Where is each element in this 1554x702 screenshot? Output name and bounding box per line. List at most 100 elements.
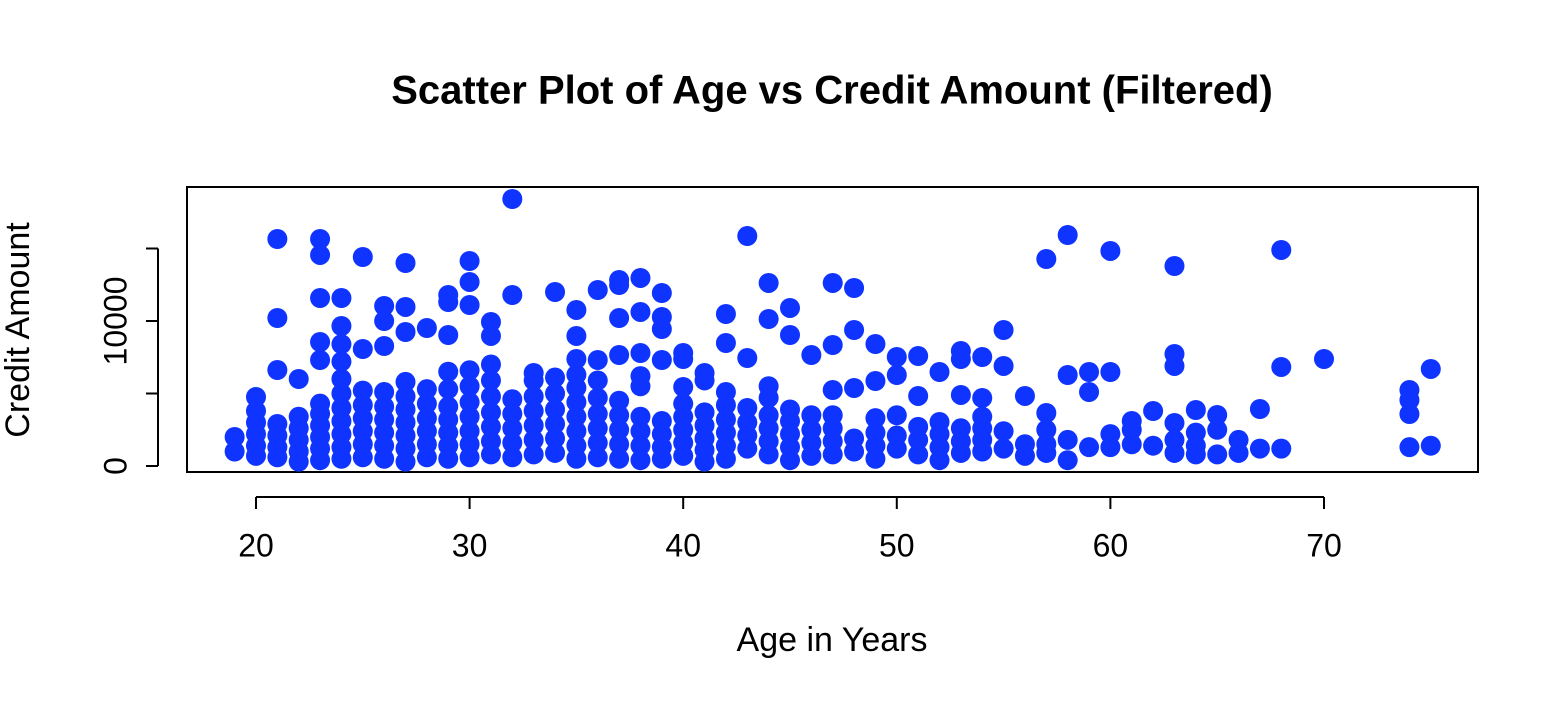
scatter-point xyxy=(737,412,758,433)
scatter-point xyxy=(1036,419,1057,440)
scatter-point xyxy=(972,387,993,408)
scatter-point xyxy=(352,380,373,401)
scatter-point xyxy=(310,287,331,308)
scatter-point xyxy=(737,397,758,418)
scatter-point xyxy=(502,432,523,453)
scatter-point xyxy=(908,385,929,406)
scatter-point xyxy=(630,406,651,427)
scatter-point xyxy=(459,271,480,292)
scatter-point xyxy=(844,277,865,298)
scatter-point xyxy=(1057,364,1078,385)
scatter-point xyxy=(566,406,587,427)
scatter-point xyxy=(374,396,395,417)
scatter-point xyxy=(1079,437,1100,458)
scatter-point xyxy=(395,371,416,392)
scatter-point xyxy=(331,334,352,355)
scatter-point xyxy=(886,364,907,385)
scatter-point xyxy=(630,342,651,363)
scatter-point xyxy=(651,318,672,339)
scatter-point xyxy=(972,406,993,427)
scatter-point xyxy=(1057,429,1078,450)
scatter-point xyxy=(566,325,587,346)
scatter-point xyxy=(929,361,950,382)
scatter-point xyxy=(416,317,437,338)
scatter-point xyxy=(352,338,373,359)
scatter-point xyxy=(310,228,331,249)
scatter-point xyxy=(1207,444,1228,465)
y-tick-label: 0 xyxy=(97,457,133,475)
scatter-point xyxy=(545,367,566,388)
scatter-point xyxy=(502,188,523,209)
scatter-point xyxy=(1079,382,1100,403)
scatter-point xyxy=(993,355,1014,376)
scatter-point xyxy=(502,284,523,305)
scatter-point xyxy=(1271,239,1292,260)
y-axis-label: Credit Amount xyxy=(0,222,37,438)
scatter-point xyxy=(438,361,459,382)
scatter-point xyxy=(545,383,566,404)
scatter-point xyxy=(523,415,544,436)
scatter-point xyxy=(331,368,352,389)
scatter-point xyxy=(459,406,480,427)
scatter-point xyxy=(523,370,544,391)
scatter-point xyxy=(459,250,480,271)
scatter-point xyxy=(502,418,523,439)
scatter-point xyxy=(779,399,800,420)
scatter-point xyxy=(1057,450,1078,471)
scatter-point xyxy=(480,370,501,391)
scatter-point xyxy=(609,274,630,295)
scatter-point xyxy=(758,405,779,426)
scatter-point xyxy=(844,428,865,449)
scatter-point xyxy=(609,344,630,365)
scatter-point xyxy=(1249,438,1270,459)
scatter-point xyxy=(502,447,523,468)
scatter-point xyxy=(352,395,373,416)
scatter-point xyxy=(459,360,480,381)
scatter-point xyxy=(438,379,459,400)
scatter-point xyxy=(587,350,608,371)
scatter-point xyxy=(502,389,523,410)
scatter-point xyxy=(737,225,758,246)
scatter-point xyxy=(480,402,501,423)
scatter-point xyxy=(715,409,736,430)
scatter-point xyxy=(587,447,608,468)
x-axis-label: Age in Years xyxy=(737,621,928,659)
scatter-point xyxy=(587,387,608,408)
scatter-point xyxy=(523,400,544,421)
scatter-point xyxy=(822,405,843,426)
scatter-point xyxy=(801,344,822,365)
scatter-point xyxy=(1271,356,1292,377)
scatter-point xyxy=(1121,434,1142,455)
scatter-point xyxy=(545,413,566,434)
scatter-point xyxy=(545,442,566,463)
scatter-point xyxy=(1164,355,1185,376)
scatter-point xyxy=(865,408,886,429)
x-tick-label: 50 xyxy=(879,527,915,563)
scatter-point xyxy=(245,386,266,407)
scatter-point xyxy=(566,299,587,320)
scatter-point xyxy=(438,292,459,313)
scatter-point xyxy=(310,350,331,371)
scatter-point xyxy=(950,384,971,405)
scatter-point xyxy=(1036,248,1057,269)
scatter-point xyxy=(267,413,288,434)
scatter-point xyxy=(1228,442,1249,463)
scatter-point xyxy=(395,296,416,317)
scatter-point xyxy=(630,301,651,322)
scatter-point xyxy=(459,392,480,413)
scatter-point xyxy=(694,370,715,391)
scatter-point xyxy=(416,379,437,400)
chart-title: Scatter Plot of Age vs Credit Amount (Fi… xyxy=(391,69,1273,113)
scatter-point xyxy=(993,320,1014,341)
scatter-point xyxy=(865,333,886,354)
scatter-point xyxy=(566,421,587,442)
x-tick-label: 60 xyxy=(1093,527,1129,563)
scatter-point xyxy=(416,408,437,429)
scatter-point xyxy=(545,281,566,302)
scatter-point xyxy=(566,349,587,370)
scatter-point xyxy=(1420,358,1441,379)
scatter-point xyxy=(480,354,501,375)
scatter-point xyxy=(908,416,929,437)
scatter-point xyxy=(1313,349,1334,370)
